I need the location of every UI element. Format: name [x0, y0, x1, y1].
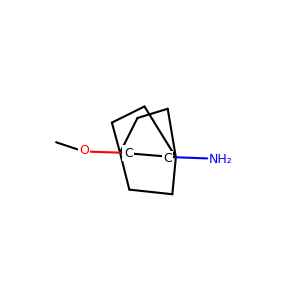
Text: O: O [79, 144, 89, 157]
Text: C: C [163, 152, 172, 165]
Text: NH₂: NH₂ [209, 153, 232, 166]
Text: C: C [124, 147, 133, 160]
